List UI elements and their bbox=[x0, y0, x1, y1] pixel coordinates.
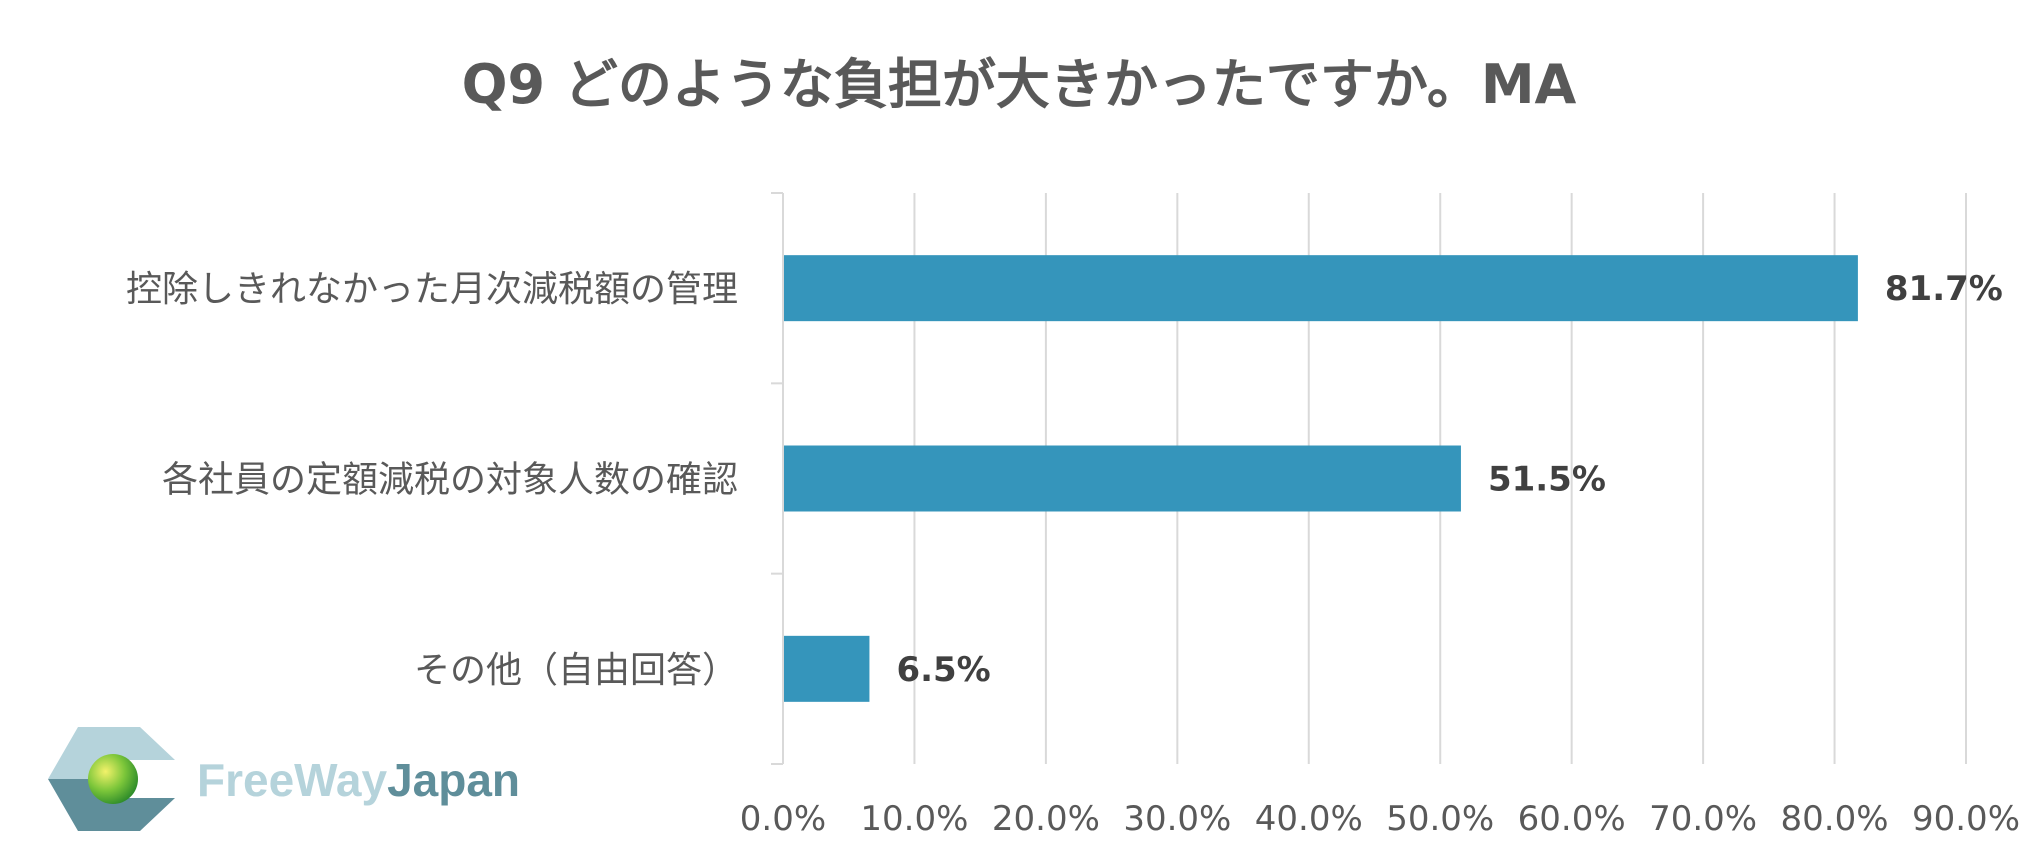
x-tick-label: 30.0% bbox=[1123, 799, 1231, 839]
category-label: 控除しきれなかった月次減税額の管理 bbox=[126, 269, 738, 310]
logo-text: FreeWayJapan bbox=[197, 754, 520, 806]
x-tick-label: 70.0% bbox=[1649, 799, 1757, 839]
x-tick-label: 50.0% bbox=[1386, 799, 1494, 839]
logo-text-japan: Japan bbox=[387, 754, 520, 806]
freewayjapan-logo: FreeWayJapan bbox=[48, 727, 520, 831]
x-tick-label: 60.0% bbox=[1518, 799, 1626, 839]
data-label: 51.5% bbox=[1488, 460, 1606, 500]
x-tick-label: 40.0% bbox=[1255, 799, 1363, 839]
category-labels: 控除しきれなかった月次減税額の管理各社員の定額減税の対象人数の確認その他（自由回… bbox=[126, 269, 738, 691]
x-axis-tick-labels: 0.0% 10.0% 20.0% 30.0% 40.0% 50.0% 60.0% 70.0% 8… bbox=[740, 799, 2020, 839]
category-label: その他（自由回答） bbox=[414, 650, 738, 691]
logo-text-way: Way bbox=[294, 754, 387, 806]
x-tick-label: 90.0% bbox=[1912, 799, 2020, 839]
category-label: 各社員の定額減税の対象人数の確認 bbox=[162, 460, 738, 501]
x-tick-label: 10.0% bbox=[860, 799, 968, 839]
logo-emblem-icon bbox=[48, 727, 175, 831]
x-tick-label: 80.0% bbox=[1781, 799, 1889, 839]
bar bbox=[784, 255, 1858, 322]
logo-text-free: Free bbox=[197, 754, 294, 806]
data-label: 6.5% bbox=[896, 650, 990, 690]
x-tick-label: 0.0% bbox=[740, 799, 826, 839]
category-axis bbox=[771, 192, 784, 765]
data-label: 81.7% bbox=[1885, 269, 2003, 309]
x-tick-label: 20.0% bbox=[992, 799, 1100, 839]
bar bbox=[784, 635, 870, 702]
bars: 81.7% 51.5% 6.5% bbox=[784, 255, 2003, 702]
chart-title: Q9 どのような負担が大きかったですか。MA bbox=[462, 53, 1577, 116]
bar bbox=[784, 445, 1461, 512]
